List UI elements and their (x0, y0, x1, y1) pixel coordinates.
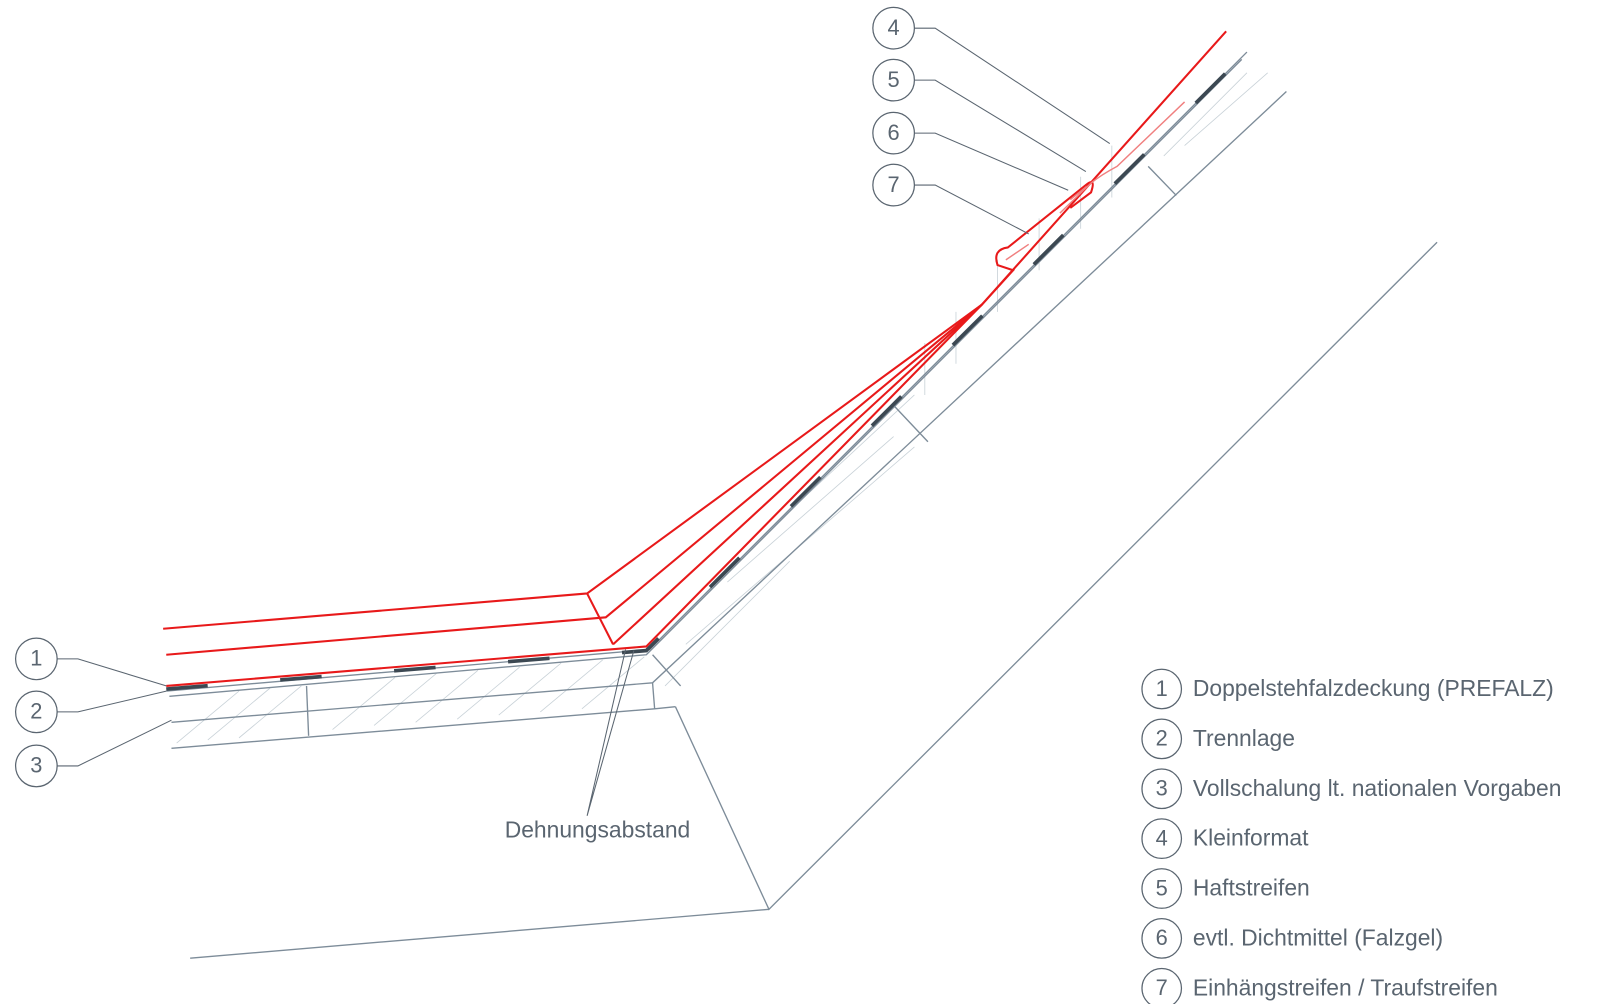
callout-circle (14, 690, 58, 734)
legend-number: 2 (1156, 726, 1168, 751)
legend-circle (1141, 718, 1183, 760)
leader-line (914, 184, 1029, 235)
callout-number: 3 (30, 753, 42, 778)
legend-text: Einhängstreifen / Traufstreifen (1193, 974, 1498, 1000)
leader-line (914, 27, 1111, 144)
callout-number: 5 (888, 67, 900, 92)
legend-text: Kleinformat (1193, 825, 1309, 851)
legend-circle (1141, 818, 1183, 860)
legend-number: 7 (1156, 975, 1168, 1000)
legend-text: Vollschalung lt. nationalen Vorgaben (1193, 775, 1562, 801)
legend-number: 5 (1156, 875, 1168, 900)
legend-text: Doppelstehfalzdeckung (PREFALZ) (1193, 675, 1554, 701)
legend-text: Trennlage (1193, 725, 1295, 751)
annotation: Dehnungsabstand (505, 816, 691, 842)
legend-circle (1141, 768, 1183, 810)
structure (163, 30, 1438, 959)
legend-circle (1141, 868, 1183, 909)
legend-number: 6 (1156, 925, 1168, 950)
callout-number: 7 (888, 172, 900, 197)
legend-text: evtl. Dichtmittel (Falzgel) (1193, 924, 1443, 950)
callout-circle (14, 637, 58, 681)
leader-line (57, 719, 172, 767)
callout-circle (872, 163, 916, 207)
callouts: 1 2 3 4 5 6 7 (14, 6, 1111, 788)
legend-circle (1141, 967, 1183, 1004)
leader-line (914, 79, 1087, 173)
callout-number: 2 (30, 699, 42, 724)
legend-text: Haftstreifen (1193, 875, 1310, 901)
callout-number: 1 (30, 646, 42, 671)
leader-line (57, 690, 167, 713)
callout-circle (872, 111, 916, 155)
callout-circle (872, 6, 916, 50)
legend-circle (1141, 918, 1183, 959)
callout-circle (872, 58, 916, 102)
leader-line (914, 132, 1069, 191)
legend-number: 4 (1156, 825, 1168, 850)
legend: 1 Doppelstehfalzdeckung (PREFALZ) 2 Trennla… (1141, 668, 1562, 1004)
callout-circle (14, 744, 58, 788)
legend-circle (1141, 668, 1183, 710)
callout-number: 4 (888, 15, 900, 40)
legend-number: 3 (1156, 776, 1168, 801)
leader-line (57, 658, 167, 687)
legend-number: 1 (1156, 676, 1168, 701)
callout-number: 6 (888, 120, 900, 145)
